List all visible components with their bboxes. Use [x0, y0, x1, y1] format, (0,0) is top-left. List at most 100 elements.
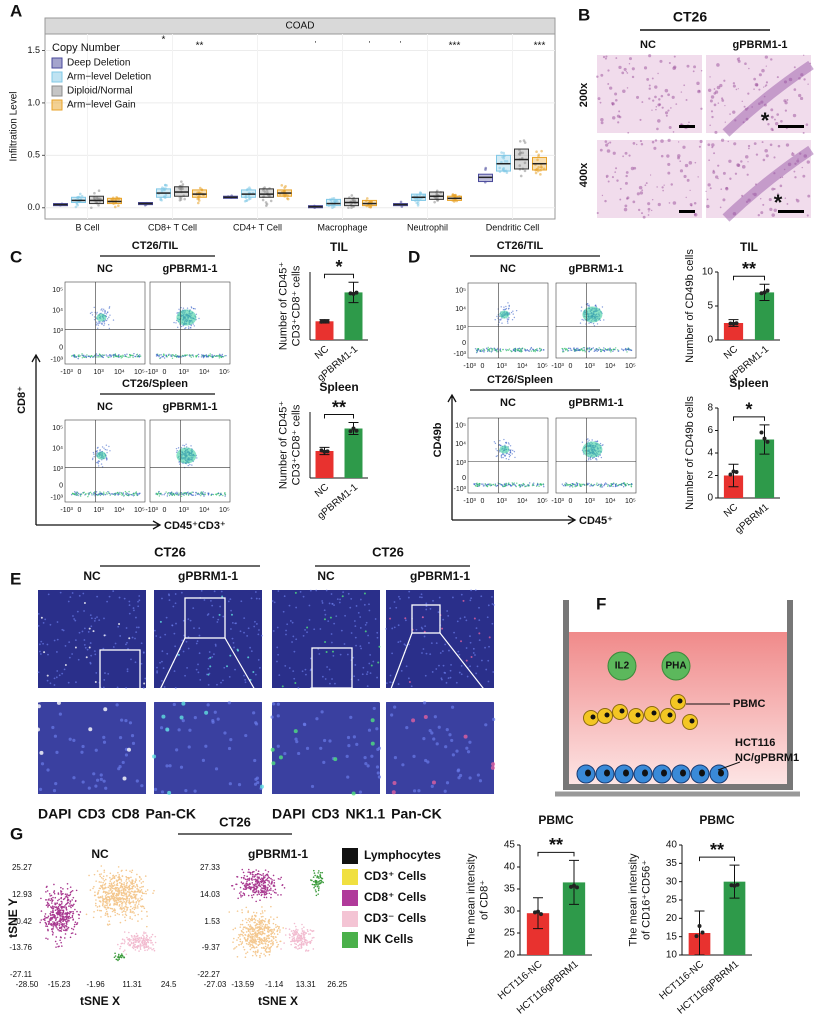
event [163, 353, 165, 355]
nucleus [764, 55, 768, 59]
cell [53, 639, 56, 642]
cell [179, 765, 184, 769]
event [93, 306, 95, 309]
nucleus [648, 97, 651, 100]
cell [376, 771, 380, 775]
event [96, 313, 98, 315]
nucleus [637, 208, 641, 212]
cell [175, 622, 177, 625]
cell [126, 668, 129, 670]
event [176, 449, 178, 452]
cell [459, 617, 462, 620]
nucleus [683, 84, 686, 87]
cell-dot [70, 890, 73, 893]
cell-dot [117, 866, 120, 868]
cell [333, 604, 335, 607]
event [590, 483, 593, 485]
cell [219, 605, 222, 608]
cell-dot [51, 933, 54, 936]
stained-cell [490, 765, 495, 770]
cell-dot [44, 917, 47, 919]
cell-dot [125, 884, 128, 887]
event [215, 494, 218, 496]
cell-dot [130, 882, 132, 885]
event [95, 321, 98, 323]
cell [222, 615, 225, 618]
event [187, 493, 190, 495]
event [189, 492, 191, 494]
cell [47, 653, 49, 656]
stained-cell [408, 681, 411, 684]
cell [457, 776, 461, 780]
jitter-point [96, 197, 100, 201]
event [86, 354, 88, 356]
cell-dot [117, 899, 120, 902]
cell-dot [45, 891, 47, 893]
nucleus [777, 192, 779, 195]
event [200, 494, 202, 497]
event [509, 454, 512, 457]
cell [81, 780, 85, 784]
jitter-point [519, 151, 522, 154]
nucleus [737, 59, 741, 63]
nucleus [626, 87, 629, 89]
nucleus [711, 143, 715, 147]
jitter-point [350, 194, 354, 197]
cell-dot [123, 898, 126, 900]
cell-dot [131, 887, 134, 889]
y-tick-label: 10³ [53, 466, 64, 473]
cell [222, 679, 224, 682]
event [509, 449, 511, 452]
event [107, 324, 110, 326]
stained-cell [491, 762, 496, 767]
event [127, 356, 129, 359]
nucleus [606, 149, 611, 153]
cell-dot [137, 907, 139, 909]
nucleus [667, 162, 671, 166]
event [112, 319, 115, 321]
event [185, 354, 188, 356]
cell-dot [49, 919, 51, 921]
nucleus [672, 66, 676, 71]
cell-dot [49, 912, 52, 915]
nucleus [785, 143, 790, 147]
cell [323, 609, 326, 612]
event [106, 449, 108, 451]
cell [468, 776, 472, 780]
x-tick-label: 10⁴ [199, 369, 210, 376]
event [159, 357, 162, 359]
y-axis-label: CD3⁺CD8⁺ cells [290, 404, 302, 485]
y-tick-label: 6 [707, 425, 713, 436]
stained-cell [226, 665, 229, 668]
cell [121, 760, 125, 765]
x-tick-label: -10³ [463, 498, 476, 505]
nucleus [638, 185, 643, 190]
cell-dot [140, 895, 143, 897]
cell [98, 619, 101, 622]
cell-dot [52, 921, 54, 923]
jitter-point [76, 203, 79, 207]
box [259, 188, 274, 198]
cell [465, 647, 468, 649]
event [525, 485, 527, 487]
cell [102, 779, 106, 783]
event [588, 304, 590, 306]
nucleus [648, 84, 651, 87]
cell-dot [55, 906, 58, 908]
event [160, 354, 162, 356]
cell-dot [93, 911, 95, 913]
jitter-point [502, 151, 506, 155]
event [91, 314, 94, 316]
event [491, 350, 493, 352]
cell [331, 602, 334, 605]
cell-dot [49, 923, 52, 925]
cell-dot [128, 886, 130, 888]
event [101, 492, 103, 495]
event [487, 346, 489, 349]
nucleus [600, 73, 604, 77]
cell [123, 597, 126, 600]
cell [487, 604, 490, 607]
cell-dot [126, 881, 129, 884]
event [177, 447, 180, 449]
cell-dot [51, 928, 53, 931]
